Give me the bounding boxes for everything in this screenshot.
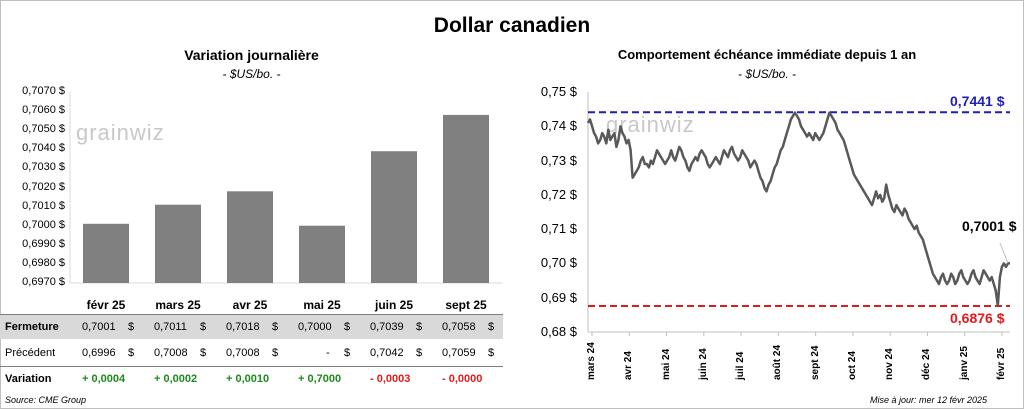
right-y-tick: 0,73 $: [540, 152, 577, 168]
table-cell-fermeture: 0,7000: [298, 321, 332, 333]
table-cell-fermeture: 0,7001: [82, 321, 116, 333]
table-cell-precedent: 0,7059: [442, 347, 476, 359]
left-y-tick: 0,7060 $: [22, 104, 65, 117]
last-value-leader: [999, 242, 1009, 264]
high-value-label: 0,7441 $: [950, 93, 1005, 109]
right-x-tick: oct 24: [846, 351, 858, 380]
right-x-tick: janv 25: [958, 346, 970, 380]
source-note: Source: CME Group: [5, 395, 87, 405]
update-note: Mise à jour: mer 12 févr 2025: [870, 395, 988, 405]
table-row-label: Précédent: [5, 347, 56, 359]
right-x-tick: mai 24: [660, 348, 672, 380]
bar-category-label: mai 25: [303, 298, 341, 312]
table-cell-currency: $: [344, 321, 351, 333]
bar-category-label: sept 25: [445, 298, 487, 312]
table-cell-currency: $: [128, 321, 135, 333]
bar: [227, 191, 273, 283]
right-x-tick: mars 24: [586, 342, 597, 380]
right-chart-title: Comportement échéance immédiate depuis 1…: [617, 47, 917, 62]
left-y-tick: 0,7010 $: [22, 199, 65, 212]
left-y-tick: 0,7040 $: [22, 142, 65, 155]
right-x-tick: nov 24: [884, 348, 896, 380]
last-value-label: 0,7001 $: [962, 218, 1017, 234]
table-row-label: Fermeture: [5, 321, 59, 333]
table-cell-precedent: -: [326, 347, 330, 359]
left-y-tick: 0,6970 $: [22, 276, 65, 288]
right-y-tick: 0,72 $: [540, 186, 577, 202]
right-x-tick: août 24: [772, 344, 784, 380]
table-row-fermeture: [0, 315, 503, 339]
right-x-tick: sept 24: [809, 345, 821, 380]
bar: [83, 223, 129, 283]
right-x-tick: juil 24: [735, 351, 747, 380]
left-y-tick: 0,6990 $: [22, 237, 65, 250]
table-cell-currency: $: [200, 321, 207, 333]
price-series-line: [586, 111, 1011, 308]
left-y-tick: 0,7050 $: [22, 123, 65, 136]
table-cell-fermeture: 0,7018: [226, 321, 260, 333]
bar-category-label: févr 25: [86, 298, 126, 312]
table-cell-precedent: 0,7042: [370, 347, 404, 359]
table-cell-currency: $: [416, 347, 423, 359]
table-cell-fermeture: 0,7058: [442, 321, 476, 333]
table-cell-currency: $: [128, 347, 135, 359]
table-cell-precedent: 0,7008: [154, 347, 188, 359]
right-y-tick: 0,68 $: [540, 324, 577, 339]
table-cell-variation: - 0,0000: [442, 373, 483, 385]
left-watermark: grainwiz: [76, 120, 165, 145]
right-x-tick: avr 24: [623, 351, 635, 380]
right-x-tick: juin 24: [697, 348, 709, 380]
table-cell-variation: + 0,0004: [82, 373, 126, 385]
table-cell-fermeture: 0,7039: [370, 321, 404, 333]
table-cell-fermeture: 0,7011: [154, 321, 187, 333]
left-y-tick: 0,7070 $: [22, 85, 65, 97]
right-x-tick: févr 25: [996, 347, 1007, 380]
right-y-tick: 0,74 $: [540, 118, 577, 134]
table-cell-currency: $: [272, 321, 279, 333]
bar-category-label: mars 25: [155, 298, 201, 312]
bar: [155, 204, 201, 283]
bar-category-label: juin 25: [374, 298, 413, 312]
table-row-label: Variation: [5, 373, 52, 385]
page-title: Dollar canadien: [433, 14, 591, 37]
right-y-tick: 0,75 $: [540, 84, 577, 99]
right-x-tick: déc 24: [921, 348, 933, 380]
table-cell-currency: $: [416, 321, 423, 333]
bar: [299, 225, 345, 283]
left-y-tick: 0,7030 $: [22, 161, 65, 174]
table-cell-currency: $: [488, 347, 495, 359]
bar: [443, 114, 489, 283]
table-cell-variation: - 0,0003: [370, 373, 411, 385]
table-cell-currency: $: [272, 347, 279, 359]
right-y-tick: 0,71 $: [540, 221, 577, 237]
bar: [371, 151, 417, 283]
table-cell-currency: $: [200, 347, 207, 359]
right-y-tick: 0,69 $: [540, 289, 577, 305]
left-y-tick: 0,7000 $: [22, 218, 65, 231]
low-value-label: 0,6876 $: [950, 310, 1005, 326]
left-y-tick: 0,7020 $: [22, 180, 65, 193]
table-cell-variation: + 0,0010: [226, 373, 270, 385]
right-y-tick: 0,70 $: [540, 255, 577, 271]
table-cell-currency: $: [344, 347, 351, 359]
table-cell-currency: $: [488, 321, 495, 333]
left-chart-title: Variation journalière: [184, 47, 319, 63]
left-y-tick: 0,6980 $: [22, 256, 65, 269]
table-mid-rule: [0, 366, 503, 367]
bar-category-label: avr 25: [232, 298, 268, 312]
table-cell-precedent: 0,6996: [82, 347, 116, 359]
right-chart-unit: - $US/bo. -: [737, 67, 797, 81]
table-cell-variation: + 0,0002: [154, 373, 198, 385]
table-top-rule: [0, 314, 503, 315]
bar-chart: [69, 92, 502, 284]
left-chart-unit: - $US/bo. -: [222, 67, 281, 81]
table-cell-variation: + 0,7000: [298, 373, 342, 385]
table-cell-precedent: 0,7008: [226, 347, 260, 359]
